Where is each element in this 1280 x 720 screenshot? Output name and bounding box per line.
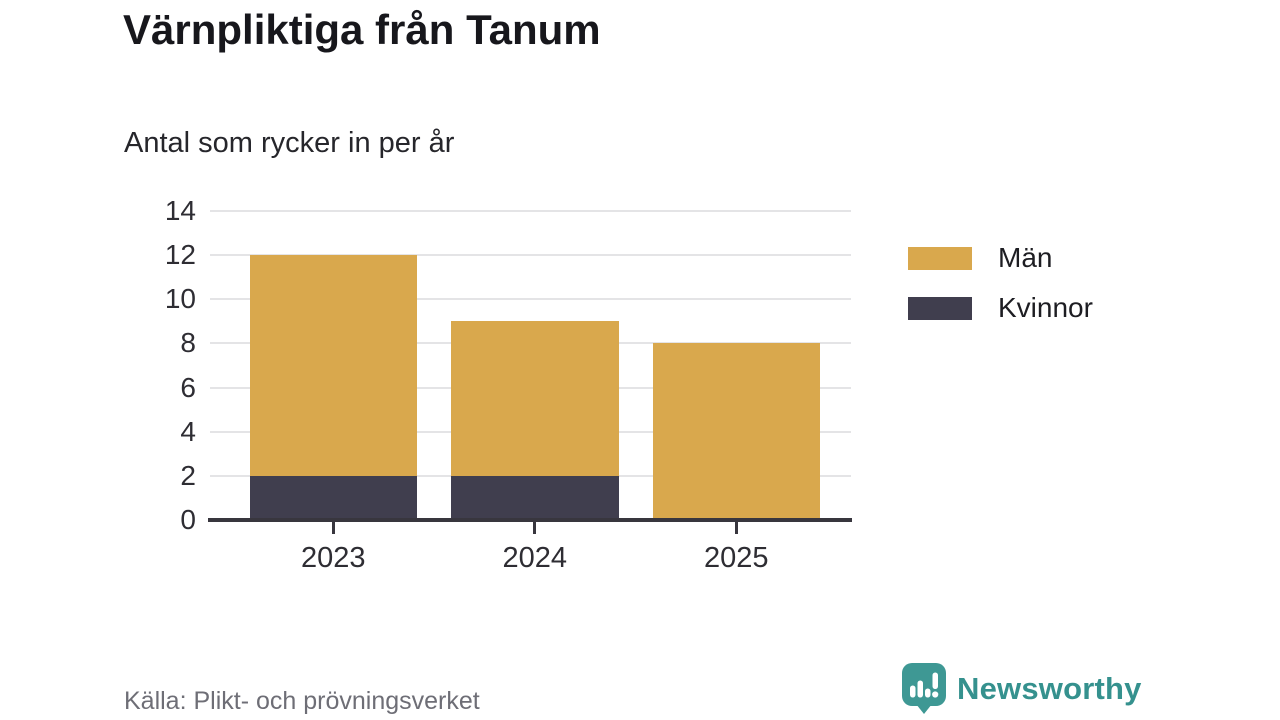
speech-bubble-bar-chart-icon <box>902 663 946 714</box>
chart-subtitle: Antal som rycker in per år <box>124 127 455 159</box>
brand-name: Newsworthy <box>957 671 1142 706</box>
y-tick-label-14: 14 <box>164 195 196 226</box>
x-tick-2024 <box>533 522 537 534</box>
legend-label-kvinnor: Kvinnor <box>998 292 1093 323</box>
y-tick-label-8: 8 <box>180 327 196 359</box>
y-tick-label-4: 4 <box>180 415 196 447</box>
bar-segment-kvinnor-2024 <box>451 475 619 520</box>
gridline-y-10 <box>210 298 851 301</box>
legend-swatch-kvinnor <box>908 296 972 320</box>
x-tick-2023 <box>331 522 335 534</box>
bar-segment-män-2023 <box>249 255 417 476</box>
plot-area <box>210 210 851 520</box>
bar-segment-män-2025 <box>652 343 820 520</box>
y-tick-label-10: 10 <box>164 283 196 315</box>
x-tick-label-2025: 2025 <box>703 542 769 574</box>
y-tick-label-12: 12 <box>164 239 196 271</box>
gridline-y-14 <box>210 210 851 212</box>
legend: Män Kvinnor <box>908 244 1093 344</box>
y-tick-label-0: 0 <box>180 504 196 535</box>
gridline-y-12 <box>210 254 851 257</box>
y-tick-label-6: 6 <box>180 371 196 403</box>
bar-segment-kvinnor-2023 <box>249 475 417 520</box>
legend-item-män: Män <box>908 244 1093 272</box>
x-tick-label-2024: 2024 <box>502 542 567 574</box>
brand-logo: Newsworthy <box>901 663 1142 715</box>
x-tick-label-2023: 2023 <box>300 542 366 574</box>
legend-label-män: Män <box>998 242 1053 273</box>
y-tick-label-2: 2 <box>180 459 196 491</box>
source-note: Källa: Plikt- och prövningsverket <box>124 687 480 715</box>
legend-swatch-män <box>908 246 972 270</box>
x-tick-2025 <box>734 522 738 534</box>
bar-segment-män-2024 <box>451 321 619 476</box>
legend-item-kvinnor: Kvinnor <box>908 294 1093 322</box>
chart-title: Värnpliktiga från Tanum <box>123 6 601 53</box>
x-axis-line <box>208 518 852 522</box>
